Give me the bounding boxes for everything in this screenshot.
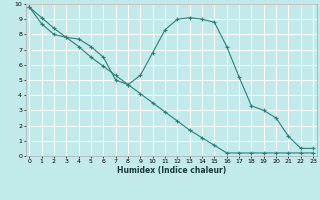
X-axis label: Humidex (Indice chaleur): Humidex (Indice chaleur)	[116, 166, 226, 175]
